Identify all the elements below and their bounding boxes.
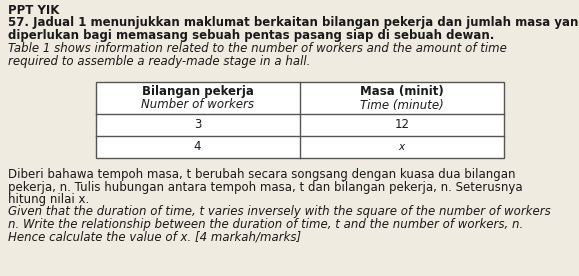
Text: Number of workers: Number of workers [141,99,254,112]
Text: diperlukan bagi memasang sebuah pentas pasang siap di sebuah dewan.: diperlukan bagi memasang sebuah pentas p… [8,29,494,42]
Bar [96,82,504,158]
Text: hitung nilai x.: hitung nilai x. [8,193,89,206]
Text: Time (minute): Time (minute) [360,99,444,112]
Text: x: x [398,142,405,152]
Text: Masa (minit): Masa (minit) [360,84,444,97]
Text: pekerja, n. Tulis hubungan antara tempoh masa, t dan bilangan pekerja, n. Seteru: pekerja, n. Tulis hubungan antara tempoh… [8,181,523,193]
Text: 3: 3 [194,118,201,131]
Text: Hence calculate the value of x. [4 markah/marks]: Hence calculate the value of x. [4 marka… [8,230,301,243]
Text: 12: 12 [394,118,409,131]
Text: 57. Jadual 1 menunjukkan maklumat berkaitan bilangan pekerja dan jumlah masa yan: 57. Jadual 1 menunjukkan maklumat berkai… [8,16,579,29]
Text: PPT YIK: PPT YIK [8,4,60,17]
Text: Bilangan pekerja: Bilangan pekerja [142,84,254,97]
Text: Given that the duration of time, t varies inversely with the square of the numbe: Given that the duration of time, t varie… [8,206,551,219]
Text: Table 1 shows information related to the number of workers and the amount of tim: Table 1 shows information related to the… [8,42,507,55]
Text: Diberi bahawa tempoh masa, t berubah secara songsang dengan kuasa dua bilangan: Diberi bahawa tempoh masa, t berubah sec… [8,168,515,181]
Text: 4: 4 [194,140,201,153]
Text: n. Write the relationship between the duration of time, t and the number of work: n. Write the relationship between the du… [8,218,523,231]
Text: required to assemble a ready-made stage in a hall.: required to assemble a ready-made stage … [8,55,310,68]
